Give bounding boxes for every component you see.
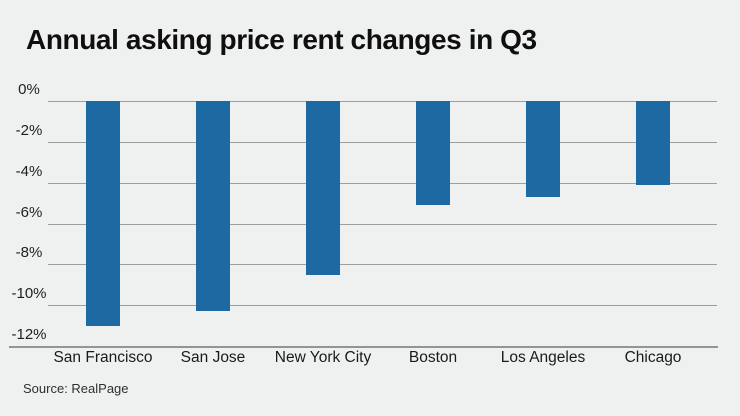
gridline--10%: [48, 305, 717, 307]
y-axis-tick-label: -10%: [11, 285, 47, 303]
bar-new-york-city: [306, 101, 340, 275]
bar-san-jose: [196, 101, 230, 312]
y-axis-tick-label: -2%: [15, 121, 43, 139]
bar-boston: [416, 101, 450, 206]
chart-title: Annual asking price rent changes in Q3: [26, 24, 537, 55]
y-axis-tick-label: 0%: [18, 81, 40, 98]
gridline--8%: [48, 264, 717, 266]
gridline--6%: [48, 223, 717, 225]
source-note: Source: RealPage: [23, 381, 129, 396]
x-axis-label-san-jose: San Jose: [180, 349, 246, 366]
bar-los-angeles: [526, 101, 560, 197]
x-axis-label-san-francisco: San Francisco: [53, 349, 153, 366]
bar-chicago: [636, 101, 670, 185]
x-axis-label-new-york-city: New York City: [274, 349, 372, 366]
gridline-0%: [48, 101, 717, 102]
gridline--4%: [48, 182, 717, 184]
x-axis-label-los-angeles: Los Angeles: [500, 349, 586, 366]
y-axis-tick-label: -6%: [15, 203, 43, 221]
y-axis-tick-label: -4%: [15, 162, 43, 180]
x-axis-label-chicago: Chicago: [624, 349, 682, 366]
gridline--2%: [48, 141, 717, 143]
y-axis-tick-label: -8%: [15, 244, 43, 262]
bar-san-francisco: [86, 101, 120, 326]
x-axis-label-boston: Boston: [408, 349, 458, 366]
y-axis-tick-label: -12%: [11, 326, 47, 343]
x-axis-line: [9, 346, 718, 348]
